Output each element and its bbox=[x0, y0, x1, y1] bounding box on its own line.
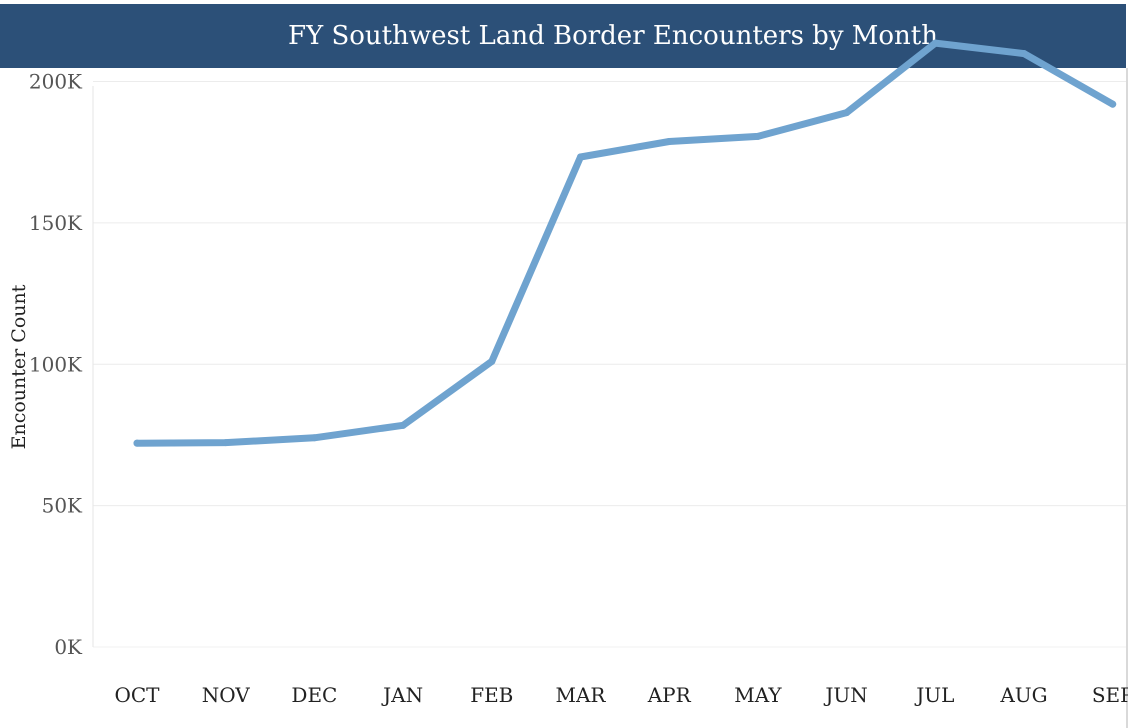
chart-header: FY Southwest Land Border Encounters by M… bbox=[0, 4, 1126, 68]
y-tick-label: 100K bbox=[29, 352, 83, 376]
gridlines bbox=[93, 81, 1126, 648]
data-point[interactable] bbox=[222, 439, 230, 447]
data-point[interactable] bbox=[665, 137, 673, 145]
y-tick-label: 0K bbox=[54, 635, 83, 659]
x-tick-label: APR bbox=[647, 683, 692, 707]
data-point[interactable] bbox=[133, 439, 141, 447]
data-point[interactable] bbox=[310, 434, 318, 442]
x-tick-label: MAR bbox=[556, 683, 607, 707]
data-point[interactable] bbox=[399, 421, 407, 429]
x-tick-label: OCT bbox=[114, 683, 160, 707]
y-tick-label: 200K bbox=[29, 70, 83, 94]
x-tick-label: DEC bbox=[291, 683, 337, 707]
x-tick-labels: OCT NOV DEC JAN FEB MAR APR MAY JUN JUL AUG SEP bbox=[114, 683, 1128, 707]
x-tick-label: FEB bbox=[470, 683, 513, 707]
chart-title: FY Southwest Land Border Encounters by M… bbox=[287, 21, 938, 51]
series bbox=[133, 39, 1117, 447]
x-tick-label: SEP bbox=[1092, 683, 1128, 707]
data-point[interactable] bbox=[843, 109, 851, 117]
y-axis-title: Encounter Count bbox=[8, 284, 30, 449]
x-tick-label: JUL bbox=[914, 683, 954, 707]
data-point[interactable] bbox=[577, 153, 584, 161]
x-tick-label: JAN bbox=[381, 683, 423, 707]
x-tick-label: JUN bbox=[823, 683, 867, 707]
series-line bbox=[133, 39, 1117, 447]
y-tick-labels: 0K 50K 100K 150K 200K bbox=[29, 70, 83, 659]
x-tick-label: NOV bbox=[202, 683, 251, 707]
data-point[interactable] bbox=[931, 39, 939, 47]
data-point[interactable] bbox=[488, 357, 496, 365]
data-point[interactable] bbox=[1020, 50, 1028, 58]
x-tick-label: AUG bbox=[999, 683, 1047, 707]
x-tick-label: MAY bbox=[734, 683, 782, 707]
panel-border bbox=[1126, 68, 1128, 728]
y-tick-label: 150K bbox=[29, 211, 83, 235]
data-point[interactable] bbox=[1109, 100, 1117, 108]
y-tick-label: 50K bbox=[42, 494, 83, 518]
data-point[interactable] bbox=[754, 132, 762, 140]
